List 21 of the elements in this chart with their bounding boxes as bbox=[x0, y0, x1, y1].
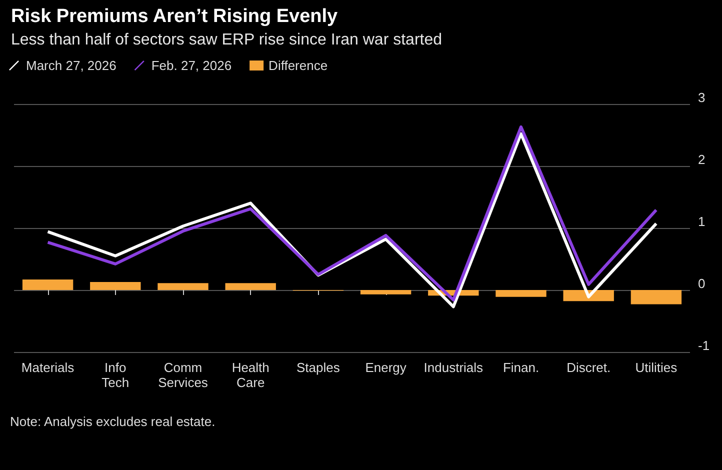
y-tick-label: 3 bbox=[698, 90, 706, 105]
x-tick-label: Energy bbox=[365, 360, 407, 375]
x-tick-label: Staples bbox=[296, 360, 340, 375]
x-tick-label: Health Care bbox=[232, 360, 270, 390]
y-tick-label: 1 bbox=[698, 214, 706, 229]
y-tick-label: 0 bbox=[698, 276, 706, 291]
legend-label: Difference bbox=[268, 58, 328, 73]
legend-label: March 27, 2026 bbox=[26, 58, 116, 73]
x-tick-label: Utilities bbox=[635, 360, 678, 375]
text: Note: Analysis excludes real estate. bbox=[10, 414, 216, 429]
x-tick-label: Info Tech bbox=[102, 360, 130, 390]
chart-subtitle: Less than half of sectors saw ERP rise since Iran war started bbox=[11, 32, 442, 48]
y-tick-label: -1 bbox=[698, 338, 710, 353]
x-tick-label: Materials bbox=[21, 360, 75, 375]
x-tick-label: Comm Services bbox=[158, 360, 208, 390]
x-tick-label: Discret. bbox=[566, 360, 611, 375]
y-tick-label: 2 bbox=[698, 152, 706, 167]
x-tick-label: Finan. bbox=[502, 360, 540, 375]
chart-title: Risk Premiums Aren’t Rising Evenly bbox=[11, 6, 338, 27]
legend-label: Feb. 27, 2026 bbox=[151, 58, 232, 73]
x-tick-label: Industrials bbox=[424, 360, 484, 375]
